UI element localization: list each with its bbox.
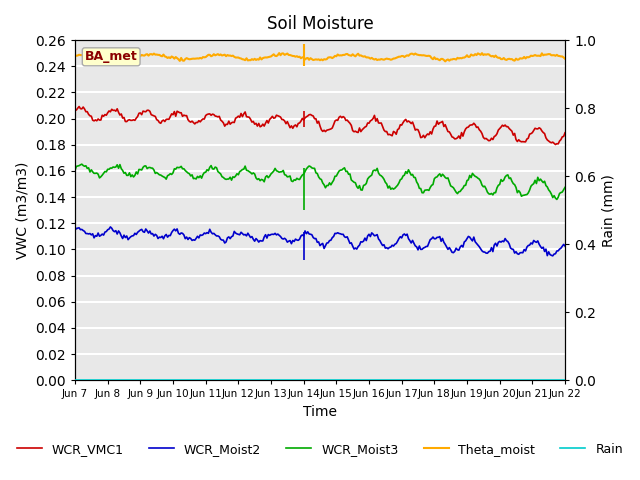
WCR_Moist3 xyxy=(78,161,86,167)
WCR_VMC1 xyxy=(71,108,79,113)
WCR_Moist3 xyxy=(561,184,569,190)
WCR_VMC1 xyxy=(351,128,359,134)
WCR_Moist3 xyxy=(502,173,510,179)
WCR_VMC1 xyxy=(368,117,376,123)
Line: WCR_VMC1: WCR_VMC1 xyxy=(75,107,565,144)
Theta_moist xyxy=(71,52,79,58)
WCR_Moist3 xyxy=(553,196,561,202)
WCR_Moist2 xyxy=(164,234,172,240)
WCR_Moist3 xyxy=(164,173,172,179)
WCR_VMC1 xyxy=(379,123,387,129)
WCR_Moist3 xyxy=(379,174,387,180)
WCR_VMC1 xyxy=(76,104,83,109)
WCR_Moist2 xyxy=(502,238,510,243)
WCR_Moist2 xyxy=(368,230,376,236)
WCR_Moist2 xyxy=(379,242,387,248)
Title: Soil Moisture: Soil Moisture xyxy=(267,15,373,33)
Y-axis label: VWC (m3/m3): VWC (m3/m3) xyxy=(15,162,29,259)
WCR_Moist2 xyxy=(106,224,114,230)
Rain xyxy=(367,377,374,383)
Theta_moist xyxy=(379,57,387,62)
Rain xyxy=(378,377,385,383)
Theta_moist xyxy=(84,51,92,57)
Theta_moist xyxy=(368,55,376,61)
Legend: WCR_VMC1, WCR_Moist2, WCR_Moist3, Theta_moist, Rain: WCR_VMC1, WCR_Moist2, WCR_Moist3, Theta_… xyxy=(12,438,628,461)
Text: BA_met: BA_met xyxy=(84,50,138,63)
Rain xyxy=(561,377,569,383)
Rain xyxy=(71,377,79,383)
Rain xyxy=(84,377,92,383)
Theta_moist xyxy=(163,54,170,60)
Line: WCR_Moist2: WCR_Moist2 xyxy=(75,227,565,256)
WCR_Moist3 xyxy=(86,169,94,175)
WCR_Moist3 xyxy=(368,172,376,178)
Line: Theta_moist: Theta_moist xyxy=(75,53,565,61)
WCR_Moist2 xyxy=(561,243,569,249)
Theta_moist xyxy=(351,53,359,59)
WCR_VMC1 xyxy=(561,130,569,136)
Theta_moist xyxy=(275,50,283,56)
WCR_VMC1 xyxy=(502,124,510,130)
WCR_Moist2 xyxy=(71,224,79,230)
Line: WCR_Moist3: WCR_Moist3 xyxy=(75,164,565,199)
WCR_Moist3 xyxy=(71,168,79,173)
Theta_moist xyxy=(561,56,569,61)
WCR_VMC1 xyxy=(552,142,559,147)
WCR_Moist2 xyxy=(84,231,92,237)
Theta_moist xyxy=(442,59,449,64)
WCR_Moist3 xyxy=(351,180,359,186)
Rain xyxy=(350,377,358,383)
Rain xyxy=(163,377,170,383)
Rain xyxy=(501,377,509,383)
WCR_Moist2 xyxy=(549,253,557,259)
WCR_VMC1 xyxy=(86,113,94,119)
Theta_moist xyxy=(504,56,511,62)
X-axis label: Time: Time xyxy=(303,405,337,419)
Y-axis label: Rain (mm): Rain (mm) xyxy=(602,174,616,247)
WCR_VMC1 xyxy=(164,116,172,122)
WCR_Moist2 xyxy=(351,245,359,251)
